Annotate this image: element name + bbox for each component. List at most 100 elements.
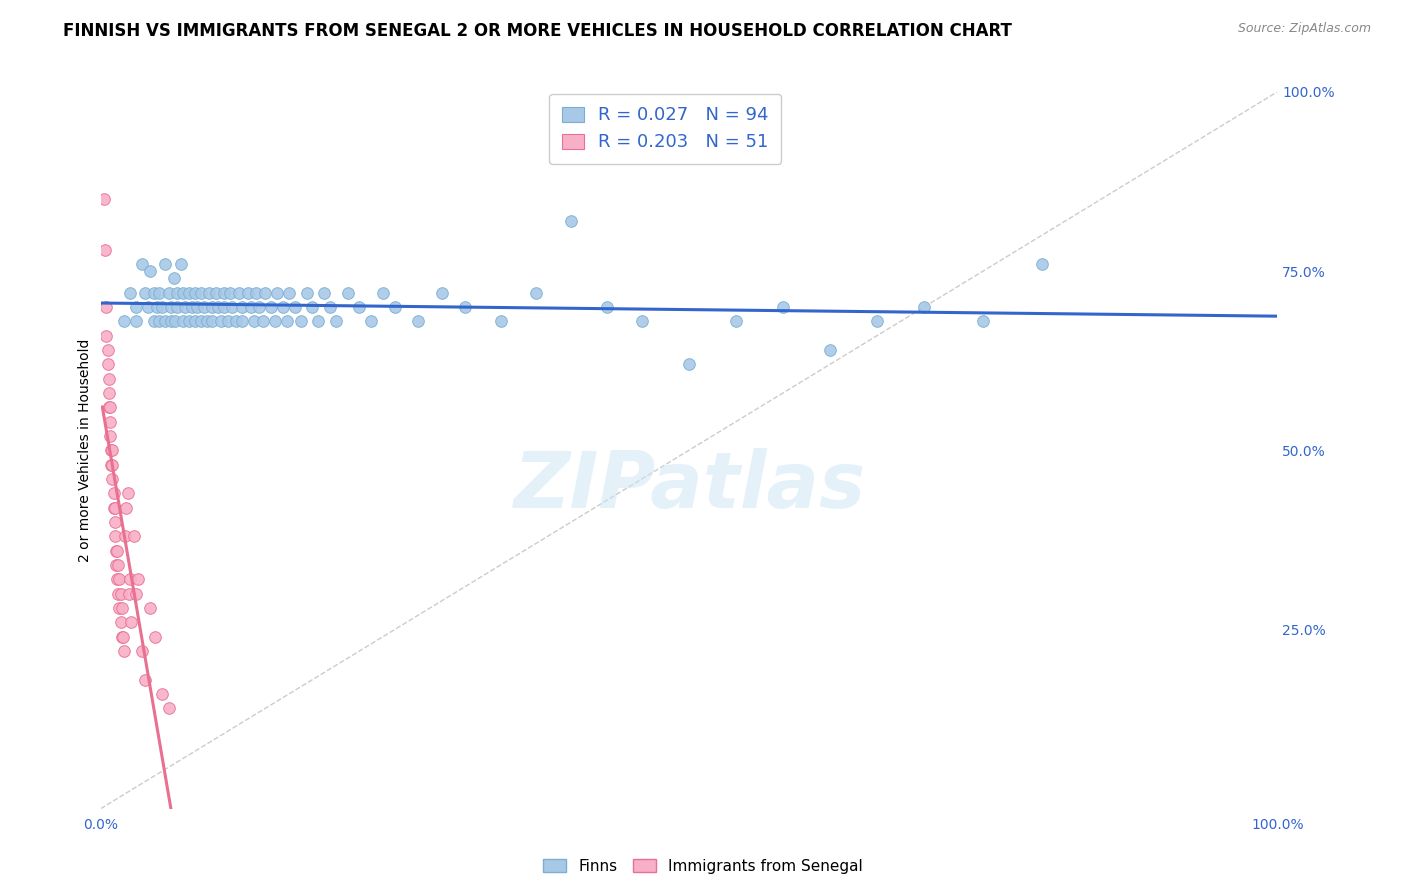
Point (360, 314, 382, 328)
Point (157, 285, 180, 300)
Point (110, 587, 132, 601)
Point (98, 415, 121, 429)
Point (97, 385, 120, 400)
Point (100, 443, 122, 458)
Point (336, 285, 359, 300)
Point (104, 529, 127, 543)
Point (98, 401, 121, 415)
Point (160, 314, 183, 328)
Point (125, 587, 148, 601)
Point (236, 285, 259, 300)
Point (454, 300, 477, 314)
Point (190, 285, 212, 300)
Point (101, 458, 124, 472)
Point (97, 343, 120, 357)
Point (524, 285, 547, 300)
Point (228, 285, 250, 300)
Point (254, 285, 277, 300)
Point (678, 357, 700, 371)
Point (104, 515, 127, 529)
Point (349, 300, 371, 314)
Point (108, 572, 131, 586)
Point (277, 285, 299, 300)
Point (98, 429, 121, 443)
Point (94, 243, 117, 257)
Point (131, 257, 153, 271)
Point (169, 257, 191, 271)
Point (134, 673, 156, 687)
Text: ZIPatlas: ZIPatlas (513, 448, 865, 524)
Point (217, 314, 239, 328)
Point (97, 371, 120, 385)
Point (93, 193, 115, 207)
Point (184, 314, 207, 328)
Point (96, 300, 118, 314)
Point (772, 300, 794, 314)
Point (142, 314, 165, 328)
Point (157, 701, 180, 715)
Point (111, 630, 134, 644)
Point (207, 300, 229, 314)
Legend: Finns, Immigrants from Senegal: Finns, Immigrants from Senegal (537, 853, 869, 880)
Point (818, 343, 841, 357)
Point (193, 300, 215, 314)
Point (114, 529, 136, 543)
Point (112, 644, 135, 658)
Point (108, 601, 131, 615)
Point (595, 300, 617, 314)
Point (245, 285, 267, 300)
Point (125, 300, 148, 314)
Point (97, 357, 120, 371)
Point (212, 300, 235, 314)
Point (166, 285, 188, 300)
Point (100, 458, 122, 472)
Point (148, 285, 170, 300)
Point (118, 572, 141, 586)
Point (150, 687, 173, 701)
Point (162, 271, 184, 285)
Point (201, 314, 224, 328)
Point (1031, 257, 1053, 271)
Point (166, 300, 188, 314)
Point (111, 630, 134, 644)
Point (111, 601, 134, 615)
Point (190, 314, 212, 328)
Point (160, 300, 183, 314)
Point (314, 285, 336, 300)
Point (163, 314, 186, 328)
Point (104, 543, 127, 558)
Legend: R = 0.027   N = 94, R = 0.203   N = 51: R = 0.027 N = 94, R = 0.203 N = 51 (550, 94, 782, 164)
Point (198, 285, 221, 300)
Point (101, 472, 124, 486)
Point (284, 300, 307, 314)
Point (325, 314, 347, 328)
Point (319, 300, 342, 314)
Point (105, 543, 128, 558)
Point (139, 264, 162, 278)
Point (134, 285, 156, 300)
Point (150, 300, 173, 314)
Point (307, 314, 329, 328)
Point (117, 486, 139, 500)
Point (118, 285, 141, 300)
Point (231, 314, 253, 328)
Point (201, 300, 224, 314)
Point (107, 587, 129, 601)
Point (122, 529, 145, 543)
Point (866, 314, 889, 328)
Point (103, 486, 125, 500)
Point (107, 558, 129, 572)
Point (174, 300, 197, 314)
Point (271, 300, 294, 314)
Point (384, 300, 406, 314)
Point (143, 630, 166, 644)
Point (295, 285, 318, 300)
Point (118, 587, 141, 601)
Point (120, 615, 142, 630)
Point (112, 314, 135, 328)
Point (231, 300, 253, 314)
Point (221, 300, 243, 314)
Point (430, 285, 453, 300)
Point (104, 558, 127, 572)
Point (560, 214, 582, 228)
